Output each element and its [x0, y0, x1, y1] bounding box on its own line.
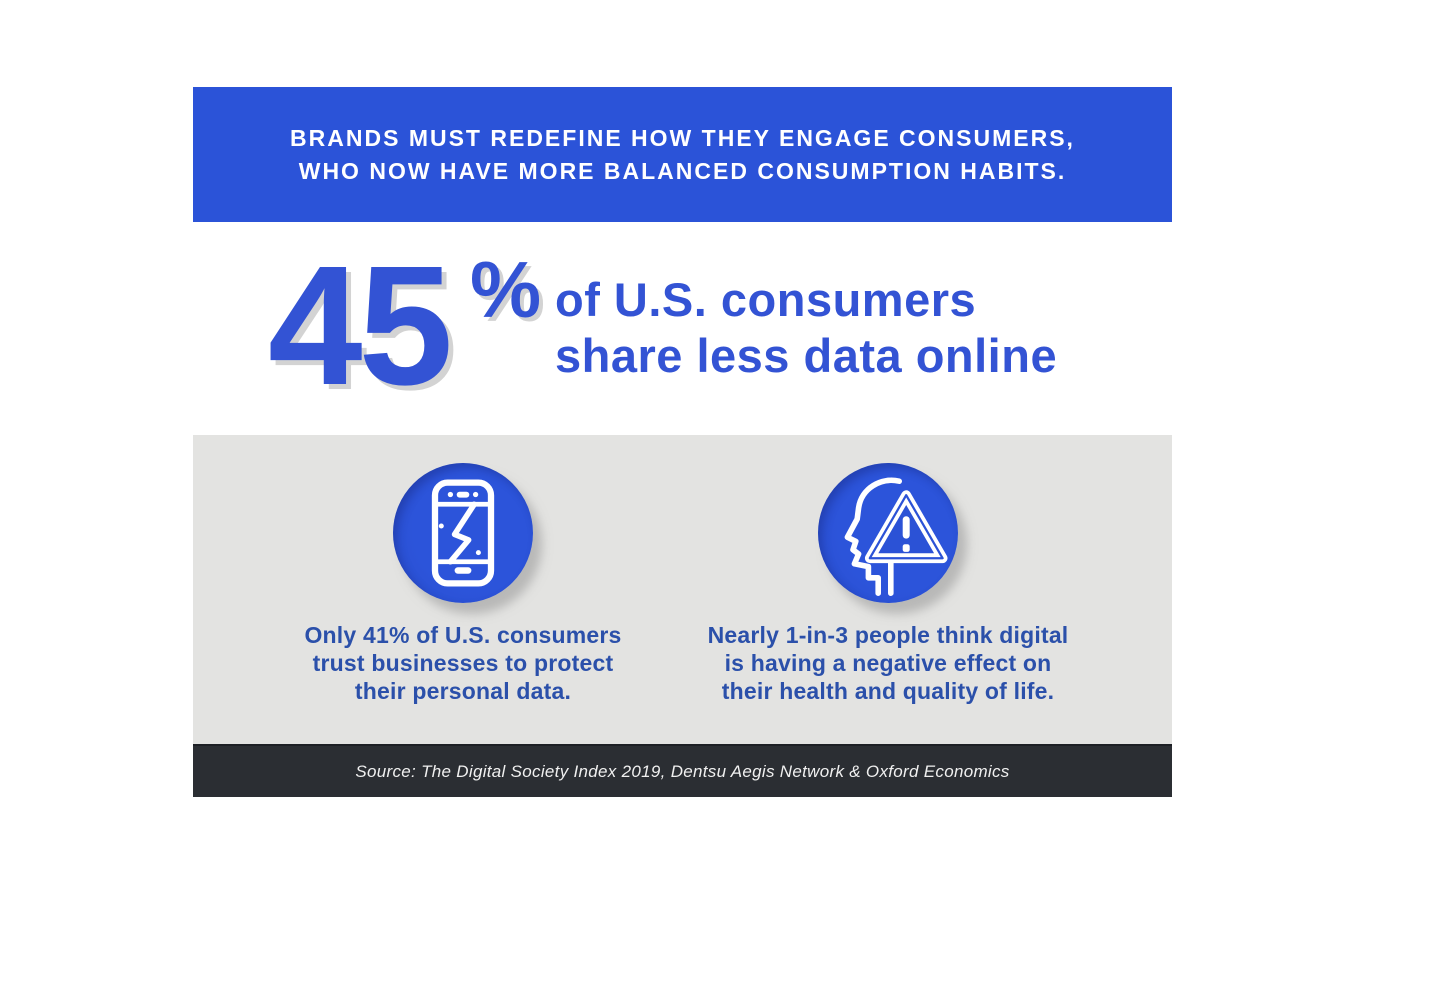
banner-line-2: WHO NOW HAVE MORE BALANCED CONSUMPTION H… — [298, 157, 1067, 184]
stat-column-data-trust: Only 41% of U.S. consumers trust busines… — [263, 435, 663, 744]
headline-text-line-2: share less data online — [555, 329, 1058, 382]
stat-text: Nearly 1-in-3 people think digital is ha… — [708, 621, 1069, 705]
stat-text-line: their personal data. — [354, 678, 572, 704]
big-stat-number: 45 — [268, 231, 453, 421]
stat-column-digital-wellbeing: Nearly 1-in-3 people think digital is ha… — [688, 435, 1088, 744]
stat-text-line: Only 41% of U.S. consumers — [304, 622, 622, 648]
stat-text: Only 41% of U.S. consumers trust busines… — [304, 621, 621, 705]
stat-icon-circle — [393, 463, 533, 603]
headline-text: of U.S. consumers share less data online — [555, 272, 1057, 384]
stats-panel: Only 41% of U.S. consumers trust busines… — [193, 435, 1172, 744]
stat-text-line: is having a negative effect on — [724, 650, 1052, 676]
headline-section: 45 % of U.S. consumers share less data o… — [193, 222, 1172, 435]
header-banner: BRANDS MUST REDEFINE HOW THEY ENGAGE CON… — [193, 87, 1172, 222]
stat-text-line: trust businesses to protect — [312, 650, 614, 676]
source-footer: Source: The Digital Society Index 2019, … — [193, 744, 1172, 797]
percent-sign: % — [470, 245, 542, 334]
cracked-phone-icon — [431, 479, 495, 587]
stat-icon-circle — [818, 463, 958, 603]
head-warning-icon — [844, 477, 948, 596]
stat-text-line: Nearly 1-in-3 people think digital — [707, 622, 1069, 648]
banner-line-1: BRANDS MUST REDEFINE HOW THEY ENGAGE CON… — [290, 124, 1075, 151]
stat-text-line: their health and quality of life. — [721, 678, 1055, 704]
infographic: BRANDS MUST REDEFINE HOW THEY ENGAGE CON… — [193, 87, 1172, 797]
source-text: Source: The Digital Society Index 2019, … — [355, 761, 1010, 781]
headline-text-line-1: of U.S. consumers — [555, 273, 977, 326]
